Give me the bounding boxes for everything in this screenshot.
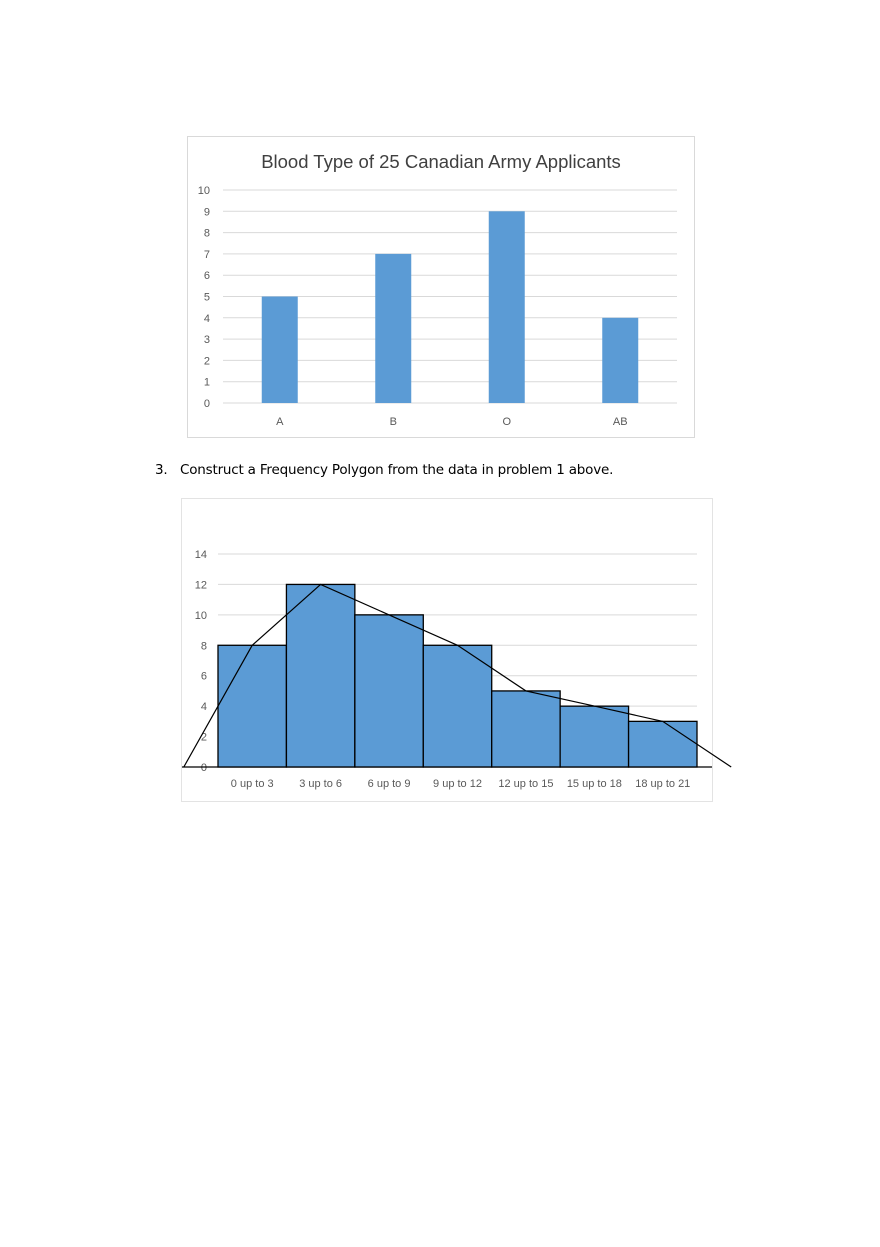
bar [488,211,525,403]
frequency-polygon-chart-svg: 0 2 4 6 8 10 12 14 0 up to 3 3 up to 6 6 up to 9 9 … [182,549,732,790]
x-tick-label: 18 up to 21 [635,778,690,790]
histogram-bar [491,690,561,768]
histogram-bar [217,644,288,768]
y-tick-label: 9 [204,206,210,218]
bar [375,253,412,403]
y-tick-label: 8 [204,228,210,240]
y-tick-label: 0 [204,398,210,410]
x-tick-label: 3 up to 6 [299,778,342,790]
y-tick-label: 6 [201,671,207,683]
y-tick-label: 4 [201,701,207,713]
frequency-polygon-line [183,583,732,768]
y-tick-label: 2 [201,732,207,744]
y-tick-label: 6 [204,270,210,282]
histogram-bar [354,614,424,768]
y-tick-label: 0 [201,762,207,774]
histogram-bar [422,644,493,768]
y-tick-label: 8 [201,640,207,652]
y-tick-label: 14 [195,549,207,561]
x-tick-label: 0 up to 3 [231,778,274,790]
histogram-bar [285,583,356,768]
x-tick-label: 9 up to 12 [433,778,482,790]
x-tick-label: A [276,416,284,428]
blood-type-chart-svg: Blood Type of 25 Canadian Army Applicant… [198,151,677,428]
y-tick-label: 1 [204,377,210,389]
bar [261,296,298,403]
y-tick-label: 5 [204,292,210,304]
histogram-bar [559,705,630,768]
y-tick-label: 10 [195,610,207,622]
x-tick-label: 15 up to 18 [567,778,622,790]
y-tick-label: 4 [204,313,210,325]
y-tick-label: 12 [195,579,207,591]
blood-type-chart: Blood Type of 25 Canadian Army Applicant… [187,136,695,438]
y-tick-label: 2 [204,355,210,367]
x-tick-label: AB [613,416,628,428]
y-tick-label: 10 [198,185,210,197]
problem-number: 3. [155,462,168,478]
problem-3: 3. Construct a Frequency Polygon from the… [155,462,795,478]
bar [602,317,639,403]
chart-title: Blood Type of 25 Canadian Army Applicant… [261,151,621,172]
x-tick-label: B [390,416,397,428]
y-tick-label: 7 [204,249,210,261]
problem-text: Construct a Frequency Polygon from the d… [180,462,614,478]
x-tick-label: 6 up to 9 [368,778,411,790]
frequency-polygon-chart: 0 2 4 6 8 10 12 14 0 up to 3 3 up to 6 6 up to 9 9 … [181,498,732,802]
y-tick-label: 3 [204,334,210,346]
x-tick-label: O [502,416,511,428]
x-tick-label: 12 up to 15 [498,778,553,790]
histogram-bar [627,720,698,768]
